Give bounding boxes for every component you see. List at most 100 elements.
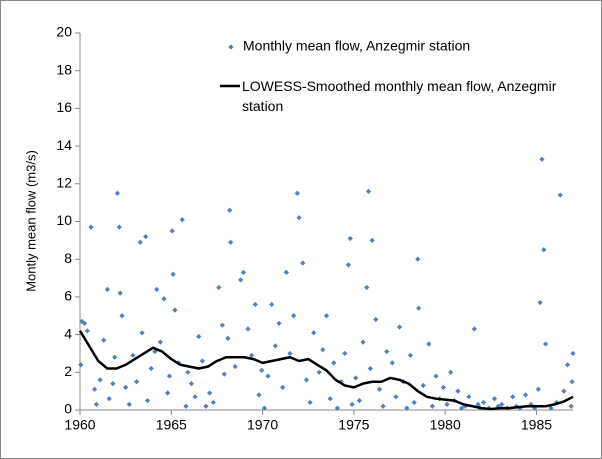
point [389,360,395,366]
point [376,386,383,392]
point [172,307,178,313]
y-tick-label: 18 [56,61,72,77]
point [522,392,529,398]
x-tick-label: 1985 [521,417,552,433]
point [404,405,410,411]
point [462,403,468,409]
point [252,301,258,308]
point [207,390,213,396]
point [510,394,516,400]
point [188,381,194,387]
point [396,324,403,330]
point [548,405,554,411]
point [539,156,545,162]
point [114,190,121,196]
point [338,379,344,385]
legend-text-box: LOWESS-Smoothed monthly mean flow, Anzeg… [242,78,557,114]
point [360,339,366,345]
point [97,377,103,383]
point [303,377,310,383]
point [81,320,88,326]
point [112,354,118,360]
point [365,188,372,194]
point [79,318,85,325]
point [416,305,422,311]
point [331,360,337,366]
y-tick-label: 8 [64,250,72,266]
point [307,399,313,406]
point [311,330,317,336]
point [104,286,110,292]
point [345,262,352,268]
point [170,271,176,277]
point [192,394,198,400]
point [356,397,362,404]
point [433,373,439,379]
point [570,350,576,357]
y-tick-label: 16 [56,99,72,115]
point [137,239,143,245]
point [116,224,122,230]
point [537,299,543,306]
point [426,341,432,347]
point [347,235,353,242]
point [183,403,189,409]
point [165,390,171,396]
point [245,326,251,332]
point [276,320,282,326]
y-tick-label: 10 [56,212,72,228]
point [179,217,185,223]
point [219,322,226,328]
point [568,403,574,409]
point [119,313,125,319]
point [249,352,255,358]
y-tick-label: 2 [64,363,72,379]
point [448,369,454,375]
point [323,313,330,319]
point [78,362,84,368]
point [369,237,375,243]
legend-label: Monthly mean flow, Anzegmir station [243,38,470,54]
point [169,228,175,234]
point [364,284,370,291]
point [154,286,160,292]
point [342,350,348,357]
y-tick-label: 6 [64,288,72,304]
point [110,381,116,387]
point [569,379,575,385]
point [106,396,112,402]
point [280,384,286,390]
point [294,190,300,196]
point [564,362,571,368]
point [353,375,359,381]
point [166,373,173,379]
point [228,239,234,245]
point [429,403,436,409]
point [216,284,222,291]
point [334,405,341,411]
x-tick-label: 1965 [156,417,187,433]
y-tick-label: 0 [64,401,72,417]
point [320,347,326,353]
legend-label: LOWESS-Smoothed monthly mean flow, Anzeg… [242,78,557,114]
point [543,341,549,347]
point [316,369,322,375]
point [139,330,145,336]
point [203,403,209,409]
point [256,392,262,398]
point [101,337,107,343]
point [221,371,227,377]
point [384,348,390,355]
point [327,396,333,402]
legend-marker [228,44,234,50]
point [84,328,90,334]
y-tick-label: 20 [56,24,72,40]
point [123,384,129,390]
point [287,350,293,357]
point [440,384,446,390]
point [144,397,151,404]
point [210,399,216,406]
y-tick-label: 14 [56,137,72,153]
x-tick-label: 1960 [64,417,95,433]
